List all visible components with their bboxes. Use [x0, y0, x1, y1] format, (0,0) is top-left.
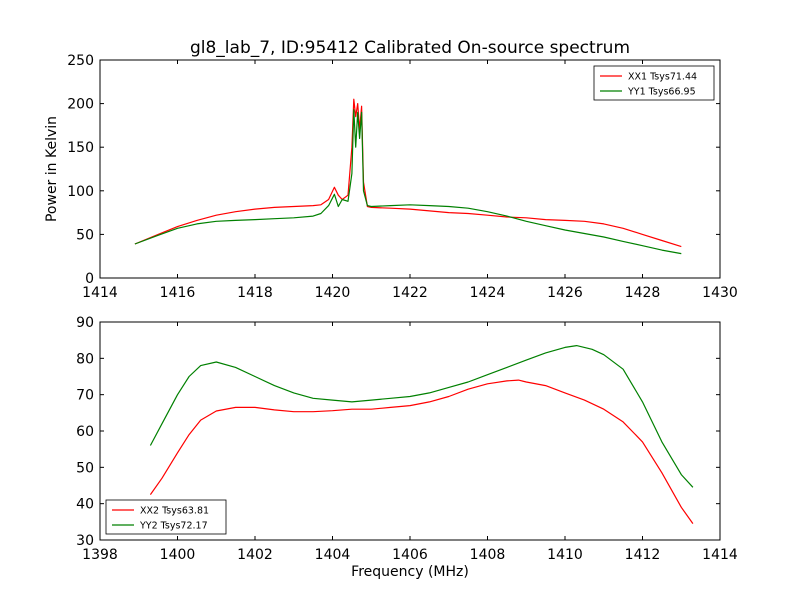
y-tick-label: 250: [67, 53, 94, 69]
legend-label-0: XX2 Tsys63.81: [140, 506, 209, 517]
series-line-0: [149, 379, 694, 524]
legend-box: [105, 499, 227, 535]
x-tick-label: 1398: [82, 547, 118, 563]
bottom-spectrum-chart: 1398 1400 1402 1404 1406 1408 1410 1412 1414 30 40…: [76, 315, 738, 580]
x-tick-label: 1430: [702, 285, 738, 301]
y-tick-label: 70: [76, 388, 94, 404]
x-tick-label: 1422: [392, 285, 428, 301]
legend-label-0: XX1 Tsys71.44: [628, 72, 697, 83]
x-tick-label: 1406: [392, 547, 428, 563]
y-tick-label: 50: [76, 227, 94, 243]
x-tick-label: 1420: [315, 285, 351, 301]
legend-label-1: YY1 Tsys66.95: [627, 87, 696, 98]
y-tick-label: 150: [67, 140, 94, 156]
series-line-0: [134, 98, 682, 248]
x-tick-label: 1404: [315, 547, 351, 563]
x-tick-label: 1428: [625, 285, 661, 301]
top-spectrum-chart: 1414 1416 1418 1420 1422 1424 1426 1428 1430 0 50 1…: [44, 53, 738, 301]
x-tick-label: 1416: [160, 285, 196, 301]
y-tick-label: 100: [67, 184, 94, 200]
x-tick-label: 1400: [160, 547, 196, 563]
y-tick-label: 200: [67, 97, 94, 113]
y-tick-label: 80: [76, 351, 94, 367]
y-tick-label: 90: [76, 315, 94, 331]
y-tick-label: 50: [76, 460, 94, 476]
x-tick-label: 1402: [237, 547, 273, 563]
x-axis-label: Frequency (MHz): [351, 564, 469, 580]
x-tick-label: 1410: [547, 547, 583, 563]
y-tick-label: 30: [76, 533, 94, 549]
x-tick-label: 1418: [237, 285, 273, 301]
y-tick-label: 0: [85, 271, 94, 287]
x-tick-label: 1426: [547, 285, 583, 301]
legend-label-1: YY2 Tsys72.17: [139, 521, 208, 532]
x-tick-label: 1424: [470, 285, 506, 301]
x-tick-label: 1412: [625, 547, 661, 563]
series-line-1: [149, 345, 694, 488]
x-tick-label: 1414: [82, 285, 118, 301]
y-axis-label: Power in Kelvin: [44, 116, 60, 222]
x-tick-label: 1414: [702, 547, 738, 563]
x-tick-label: 1408: [470, 547, 506, 563]
legend-box: [593, 65, 715, 101]
y-tick-label: 40: [76, 497, 94, 513]
series-line-1: [134, 109, 682, 255]
y-tick-label: 60: [76, 424, 94, 440]
chart-title: gl8_lab_7, ID:95412 Calibrated On-source…: [190, 38, 630, 58]
